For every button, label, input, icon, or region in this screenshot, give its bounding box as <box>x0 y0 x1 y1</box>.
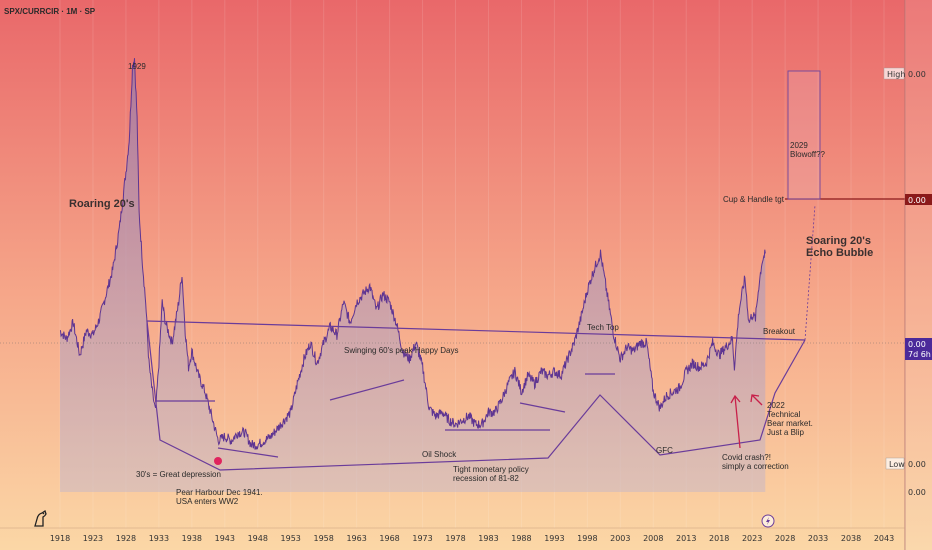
label-oil-shock: Oil Shock <box>422 450 457 459</box>
label-soaring-20s: Soaring 20's <box>806 235 871 247</box>
label-just-a-blip: Just a Blip <box>767 428 804 437</box>
high-label: High <box>887 70 905 79</box>
label-echo-bubble: Echo Bubble <box>806 247 873 259</box>
x-tick-label: 1923 <box>83 534 103 543</box>
label-1929: 1929 <box>128 62 146 71</box>
x-tick-label: 1973 <box>412 534 432 543</box>
label-blowoff-year: 2029 <box>790 141 808 150</box>
low-value: 0.00 <box>908 460 926 469</box>
label-cup-handle: Cup & Handle tgt <box>723 195 785 204</box>
target-price-value: 0.00 <box>908 196 926 205</box>
x-tick-label: 2018 <box>709 534 729 543</box>
high-value: 0.00 <box>908 70 926 79</box>
x-tick-label: 1968 <box>379 534 399 543</box>
tradingview-logo-icon[interactable] <box>34 509 47 527</box>
blowoff-box <box>787 70 821 200</box>
label-great-depression: 30's = Great depression <box>136 470 221 479</box>
x-tick-label: 1948 <box>248 534 268 543</box>
x-tick-label: 2038 <box>841 534 861 543</box>
x-tick-label: 1933 <box>149 534 169 543</box>
x-tick-label: 1988 <box>511 534 531 543</box>
cup-rim-line <box>146 320 806 341</box>
x-tick-label: 2013 <box>676 534 696 543</box>
current-price-value: 0.00 <box>908 340 926 349</box>
price-area <box>60 58 766 492</box>
x-tick-label: 1938 <box>182 534 202 543</box>
label-technical: Technical <box>767 410 801 419</box>
x-tick-label: 1978 <box>445 534 465 543</box>
range-1940s-line <box>217 447 279 458</box>
bear-arrow-head <box>750 394 760 403</box>
x-tick-label: 2028 <box>775 534 795 543</box>
label-gfc: GFC <box>656 446 673 455</box>
pearl-harbour-marker <box>214 457 222 465</box>
label-recession: recession of 81-82 <box>453 474 519 483</box>
lightning-icon[interactable] <box>761 514 775 528</box>
label-breakout: Breakout <box>763 327 796 336</box>
x-tick-label: 1998 <box>577 534 597 543</box>
x-tick-label: 1953 <box>281 534 301 543</box>
arrows <box>730 394 763 449</box>
bottom-scale-value: 0.00 <box>908 488 926 497</box>
covid-arrow-head <box>730 394 741 404</box>
x-tick-label: 1958 <box>314 534 334 543</box>
trendlines <box>146 320 806 471</box>
x-tick-label: 1943 <box>215 534 235 543</box>
label-swinging-60s: Swinging 60's peak Happy Days <box>344 346 458 355</box>
label-tight-monetary: Tight monetary policy <box>453 465 529 474</box>
label-bear-market: Bear market. <box>767 419 813 428</box>
label-ww2: USA enters WW2 <box>176 497 239 506</box>
x-tick-label: 2008 <box>643 534 663 543</box>
x-tick-label: 1993 <box>544 534 564 543</box>
range-late80s-line <box>519 402 566 413</box>
current-price-tag <box>905 338 932 360</box>
x-tick-label: 1983 <box>478 534 498 543</box>
target-price-tag <box>905 194 932 205</box>
x-tick-label: 2033 <box>808 534 828 543</box>
price-line <box>59 58 766 451</box>
label-pearl-harbour: Pear Harbour Dec 1941. <box>176 488 263 497</box>
price-scale <box>905 0 932 550</box>
projection-line <box>804 204 816 341</box>
label-2022: 2022 <box>767 401 785 410</box>
label-roaring-20s: Roaring 20's <box>69 198 135 210</box>
label-covid: Covid crash?! <box>722 453 771 462</box>
x-tick-label: 2023 <box>742 534 762 543</box>
low-tag <box>885 457 905 470</box>
cup-base-line <box>146 320 806 471</box>
time-axis: 1918 1923 1928 1933 1938 1943 1948 1953 1958 1963… <box>50 534 894 543</box>
label-tech-top: Tech Top <box>587 323 619 332</box>
bear-arrow <box>751 394 763 406</box>
high-tag <box>883 67 905 80</box>
range-1960s-line <box>329 379 405 401</box>
symbol-header[interactable]: SPX/CURRCIR · 1M · SP <box>4 7 96 16</box>
current-price-countdown: 7d 6h <box>908 350 931 359</box>
covid-arrow <box>734 395 741 449</box>
label-blowoff: Blowoff?? <box>790 150 826 159</box>
x-tick-label: 2043 <box>874 534 894 543</box>
x-tick-label: 1918 <box>50 534 70 543</box>
label-correction: simply a correction <box>722 462 789 471</box>
x-tick-label: 1963 <box>346 534 366 543</box>
low-label: Low <box>889 460 905 469</box>
x-tick-label: 2003 <box>610 534 630 543</box>
x-tick-label: 1928 <box>116 534 136 543</box>
